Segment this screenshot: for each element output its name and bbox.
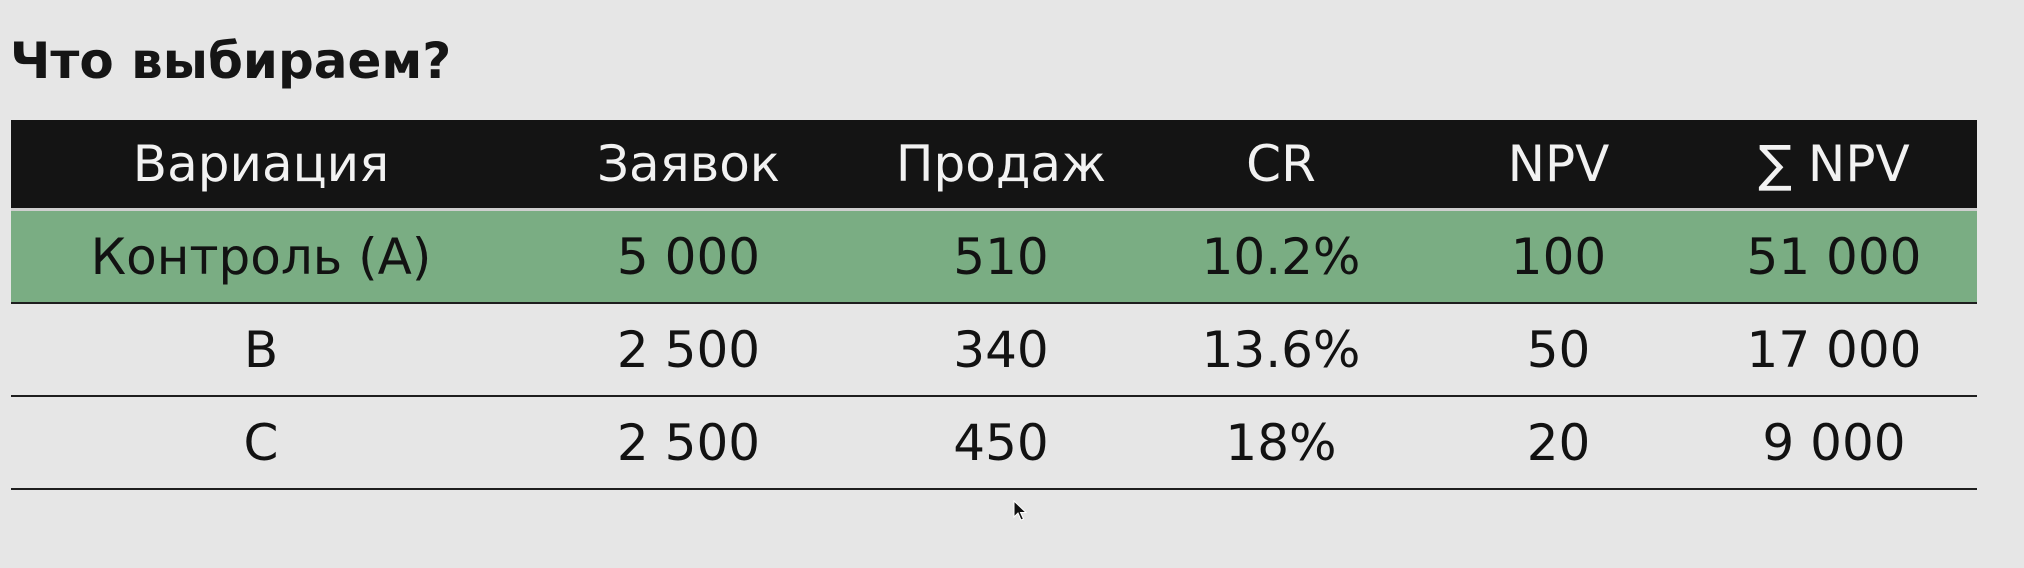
cell-cr: 18% [1225, 413, 1337, 472]
cell-variation: Контроль (A) [90, 227, 432, 286]
table-header-row: Вариация Заявок Продаж CR NPV ∑ NPV [11, 120, 1977, 211]
cell-applications: 2 500 [616, 413, 761, 472]
cell-npv: 100 [1510, 227, 1607, 286]
header-npv: NPV [1507, 135, 1610, 193]
cell-npv: 20 [1526, 413, 1591, 472]
cell-applications: 2 500 [616, 320, 761, 379]
mouse-pointer-icon [1013, 500, 1027, 521]
cell-applications: 5 000 [616, 227, 761, 286]
header-applications: Заявок [596, 135, 781, 193]
header-sales: Продаж [895, 135, 1107, 193]
cell-variation: B [243, 320, 279, 379]
table-row: B 2 500 340 13.6% 50 17 000 [11, 304, 1977, 397]
cell-sum-npv: 9 000 [1762, 413, 1906, 472]
cell-sales: 510 [953, 227, 1049, 286]
cell-npv: 50 [1526, 320, 1591, 379]
cell-cr: 10.2% [1201, 227, 1361, 286]
table-row: C 2 500 450 18% 20 9 000 [11, 397, 1977, 490]
cell-variation: C [243, 413, 279, 472]
header-sum-npv: ∑ NPV [1758, 135, 1910, 193]
comparison-table: Вариация Заявок Продаж CR NPV ∑ NPV Конт… [11, 120, 1977, 490]
header-variation: Вариация [132, 135, 390, 193]
cell-cr: 13.6% [1201, 320, 1361, 379]
slide-title: Что выбираем? [10, 32, 452, 90]
cell-sum-npv: 51 000 [1746, 227, 1922, 286]
table-row: Контроль (A) 5 000 510 10.2% 100 51 000 [11, 211, 1977, 304]
header-cr: CR [1246, 135, 1316, 193]
cell-sum-npv: 17 000 [1746, 320, 1922, 379]
cell-sales: 450 [953, 413, 1049, 472]
cell-sales: 340 [953, 320, 1049, 379]
